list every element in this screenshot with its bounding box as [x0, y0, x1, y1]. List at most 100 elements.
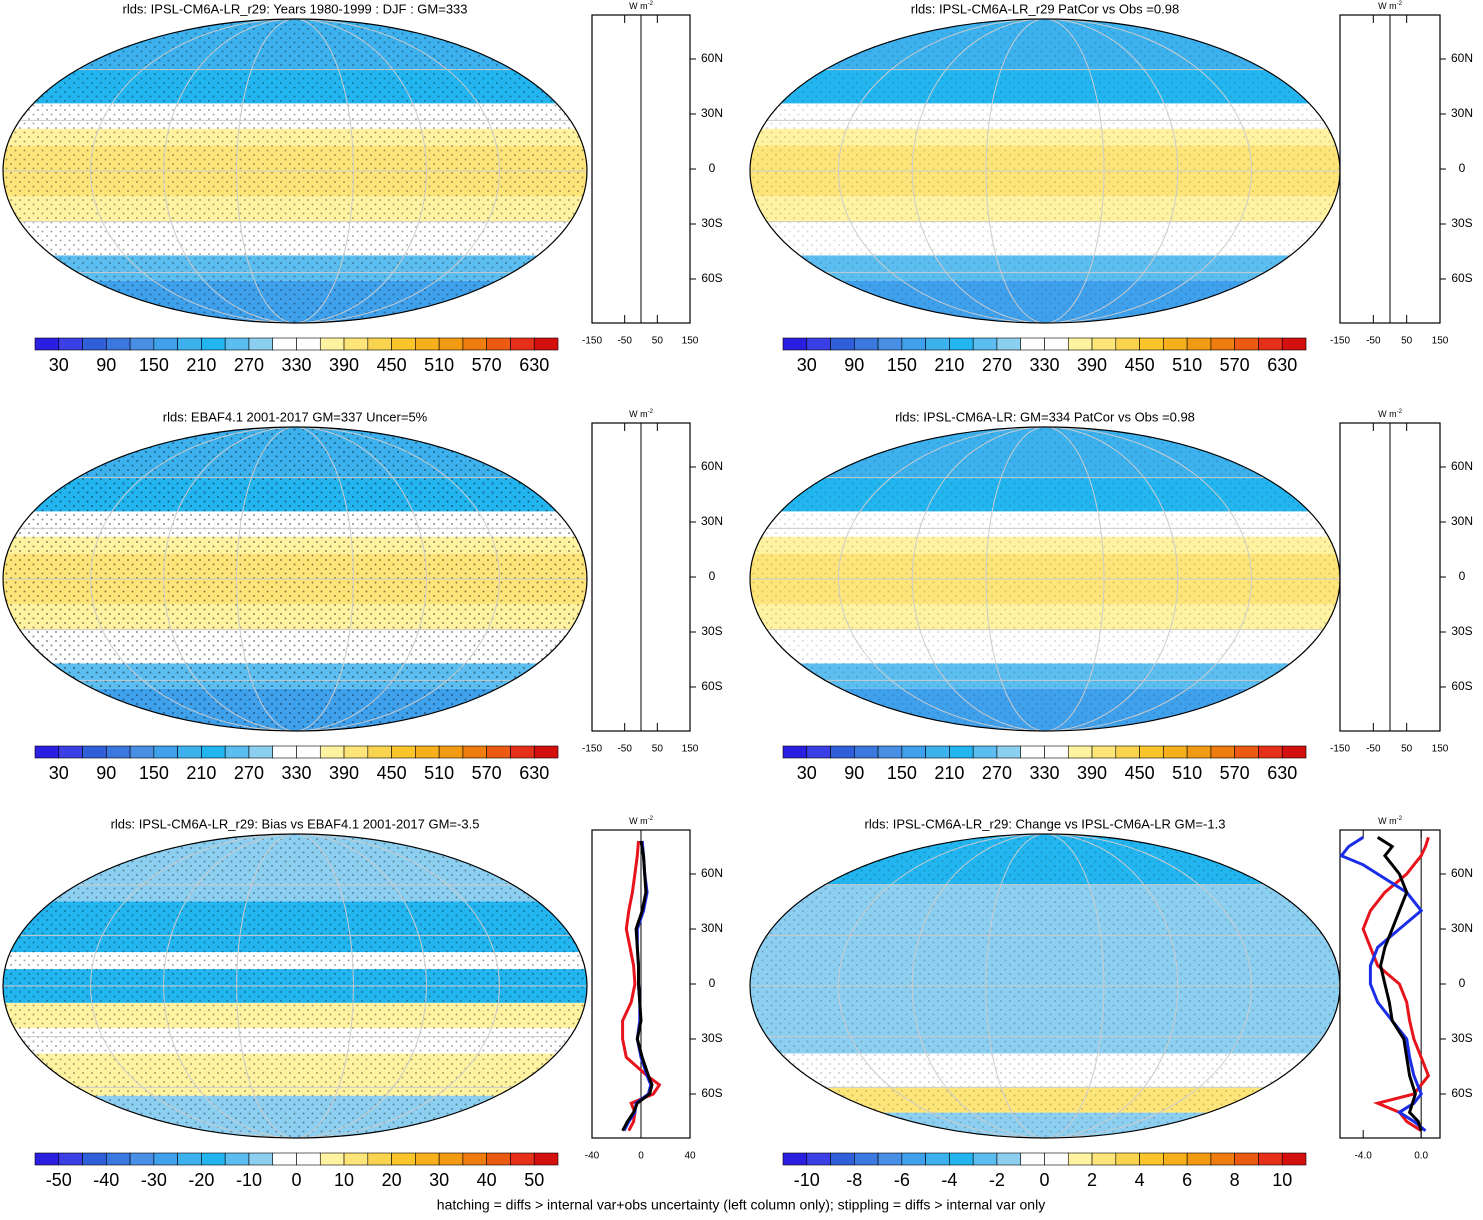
panel-title: rlds: IPSL-CM6A-LR_r29 PatCor vs Obs =0.… — [911, 1, 1179, 16]
colorbar-box — [129, 1152, 155, 1166]
colorbar-tick-label: 390 — [329, 355, 359, 375]
colorbar-box — [510, 337, 535, 351]
colorbar-box — [1258, 745, 1283, 759]
x-tick-label: 50 — [1401, 336, 1413, 347]
colorbar-tick-label: 40 — [477, 1170, 497, 1190]
y-tick-label: 30S — [1451, 216, 1472, 230]
graticule — [236, 427, 354, 731]
colorbar-box — [1091, 337, 1117, 351]
colorbar-tick-label: 30 — [49, 763, 69, 783]
colorbar-box — [996, 745, 1022, 759]
colorbar-tick-label: -20 — [188, 1170, 214, 1190]
colorbar-box — [1163, 1152, 1188, 1166]
colorbar-box — [415, 745, 440, 759]
colorbar-box — [367, 1152, 392, 1166]
colorbar-tick-label: 30 — [429, 1170, 449, 1190]
colorbar-box — [806, 1152, 831, 1166]
colorbar-box — [153, 1152, 178, 1166]
colorbar-box — [34, 337, 60, 351]
map — [749, 833, 1341, 1139]
colorbar-tick-label: 570 — [1220, 355, 1250, 375]
colorbar-box — [782, 745, 808, 759]
colorbar-box — [972, 1152, 998, 1166]
colorbar-box — [272, 1152, 297, 1166]
x-tick-label: -50 — [1366, 336, 1381, 347]
graticule — [911, 834, 1179, 1138]
x-tick-label: -150 — [582, 336, 602, 347]
colorbar-box — [1139, 1152, 1164, 1166]
y-tick-label: 60S — [701, 1086, 722, 1100]
x-tick-label: -150 — [1330, 744, 1350, 755]
colorbar-box — [224, 745, 250, 759]
colorbar-box — [391, 337, 416, 351]
y-tick-label: 60N — [701, 51, 723, 65]
panel-title: rlds: EBAF4.1 2001-2017 GM=337 Uncer=5% — [163, 409, 428, 424]
colorbar-tick-label: -50 — [46, 1170, 72, 1190]
colorbar-tick-label: 8 — [1230, 1170, 1240, 1190]
map — [749, 426, 1341, 732]
colorbar-tick-label: 30 — [797, 763, 817, 783]
colorbar-box — [34, 745, 60, 759]
colorbar-box — [296, 745, 321, 759]
graticule — [985, 834, 1105, 1138]
graticule — [236, 19, 354, 323]
unit-exponent: -2 — [1397, 409, 1403, 415]
colorbar-tick-label: 510 — [424, 763, 454, 783]
y-tick-label: 30S — [701, 624, 722, 638]
colorbar-box — [806, 745, 831, 759]
colorbar-box — [486, 1152, 511, 1166]
graticule — [163, 427, 427, 731]
colorbar-box — [901, 1152, 926, 1166]
colorbar-box — [415, 337, 440, 351]
panel-title: rlds: IPSL-CM6A-LR_r29: Bias vs EBAF4.1 … — [111, 816, 480, 831]
map-fields — [750, 19, 1340, 323]
y-tick-label: 30S — [701, 216, 722, 230]
colorbar-box — [367, 745, 392, 759]
colorbar-tick-label: 90 — [96, 763, 116, 783]
colorbar-tick-label: -4 — [941, 1170, 957, 1190]
map — [2, 18, 588, 324]
x-tick-label: -40 — [585, 1151, 600, 1162]
graticule — [163, 834, 427, 1138]
graticule — [985, 19, 1105, 323]
x-tick-label: 50 — [652, 744, 664, 755]
y-tick-label: 60S — [701, 271, 722, 285]
colorbar-tick-label: 210 — [934, 763, 964, 783]
colorbar-box — [1067, 1152, 1093, 1166]
colorbar-box — [1234, 337, 1259, 351]
colorbar-box — [462, 745, 487, 759]
colorbar-tick-label: 390 — [329, 763, 359, 783]
x-tick-label: -50 — [1366, 744, 1381, 755]
colorbar-box — [34, 1152, 60, 1166]
colorbar-tick-label: 270 — [982, 355, 1012, 375]
colorbar-box — [391, 745, 416, 759]
colorbar-box — [972, 337, 998, 351]
colorbar-box — [153, 337, 178, 351]
colorbar-box — [1067, 745, 1093, 759]
graticule — [90, 834, 500, 1138]
colorbar-box — [82, 337, 107, 351]
colorbar-tick-label: 20 — [382, 1170, 402, 1190]
colorbar-box — [830, 337, 855, 351]
colorbar-box — [177, 337, 202, 351]
colorbar-box — [224, 1152, 250, 1166]
colorbar-box — [1091, 745, 1117, 759]
colorbar-tick-label: 50 — [524, 1170, 544, 1190]
colorbar-box — [438, 337, 464, 351]
footer: hatching = diffs > internal var+obs unce… — [437, 1197, 1045, 1213]
colorbar-box — [782, 1152, 808, 1166]
x-tick-label: 150 — [1432, 744, 1449, 755]
colorbar-tick-label: 150 — [139, 355, 169, 375]
colorbar-tick-label: 30 — [49, 355, 69, 375]
colorbar-box — [58, 745, 83, 759]
colorbar-box — [830, 1152, 855, 1166]
colorbar-box — [901, 745, 926, 759]
colorbar-tick-label: 150 — [887, 355, 917, 375]
x-tick-label: -50 — [617, 744, 632, 755]
colorbar-box — [533, 337, 559, 351]
colorbar-box — [1281, 1152, 1307, 1166]
y-tick-label: 30N — [701, 106, 723, 120]
graticule — [236, 834, 354, 1138]
